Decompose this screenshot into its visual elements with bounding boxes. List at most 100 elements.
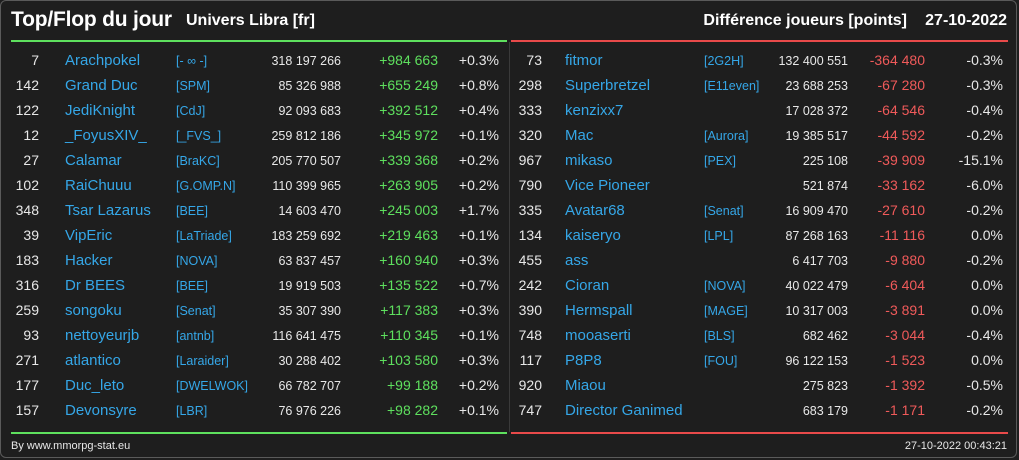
points-difference: -44 592 xyxy=(877,127,925,143)
player-rank: 117 xyxy=(519,352,542,368)
flop-panel: 73 fitmor [2G2H] 132 400 551 -364 480 -0.3% 29… xyxy=(511,40,1008,434)
player-name-link[interactable]: RaiChuuu xyxy=(65,177,132,194)
top-row: 7 Arachpokel [- ∞ -] 318 197 266 +984 663 +0.… xyxy=(11,48,507,73)
alliance-tag-link[interactable]: [Senat] xyxy=(704,204,744,218)
player-name-link[interactable]: Duc_leto xyxy=(65,377,125,394)
player-name-link[interactable]: Miaou xyxy=(565,377,606,394)
player-name-link[interactable]: Dr BEES xyxy=(65,277,126,294)
percent-change: +0.3% xyxy=(458,252,499,268)
percent-change: -0.2% xyxy=(966,127,1003,143)
percent-change: +0.2% xyxy=(458,152,499,168)
player-name-link[interactable]: mikaso xyxy=(565,152,613,169)
player-rank: 271 xyxy=(15,352,39,368)
player-name-link[interactable]: atlantico xyxy=(65,352,121,369)
alliance-tag-link[interactable]: [NOVA] xyxy=(704,279,746,293)
alliance-tag-link[interactable]: [E11even] xyxy=(704,79,760,93)
alliance-tag-link[interactable]: [2G2H] xyxy=(704,54,744,68)
points-difference: -3 891 xyxy=(885,302,925,318)
footer-credit: By www.mmorpg-stat.eu xyxy=(11,440,131,452)
alliance-tag-link[interactable]: [DWELWOK] xyxy=(176,379,248,393)
points-difference: +98 282 xyxy=(387,402,438,418)
alliance-tag-link[interactable]: [G.OMP.N] xyxy=(176,179,236,193)
alliance-tag-link[interactable]: [CdJ] xyxy=(176,104,206,118)
player-name-link[interactable]: kenzixx7 xyxy=(565,102,624,119)
player-name-link[interactable]: Mac xyxy=(565,127,594,144)
flop-row: 117 P8P8 [FOU] 96 122 153 -1 523 0.0% xyxy=(511,348,1008,373)
player-name-link[interactable]: fitmor xyxy=(565,52,603,69)
player-rank: 93 xyxy=(23,327,39,343)
top-row: 122 JediKnight [CdJ] 92 093 683 +392 512 +0.4… xyxy=(11,98,507,123)
alliance-tag-link[interactable]: [PEX] xyxy=(704,154,736,168)
alliance-tag-link[interactable]: [Senat] xyxy=(176,304,216,318)
player-name-link[interactable]: Devonsyre xyxy=(65,402,137,419)
player-points: 205 770 507 xyxy=(271,154,341,168)
alliance-tag-link[interactable]: [SPM] xyxy=(176,79,211,93)
player-points: 23 688 253 xyxy=(785,79,848,93)
player-name-link[interactable]: ass xyxy=(565,252,589,269)
points-difference: -39 909 xyxy=(877,152,925,168)
header: Top/Flop du jour Univers Libra [fr] Diff… xyxy=(0,0,1019,40)
player-points: 96 122 153 xyxy=(785,354,848,368)
player-points: 40 022 479 xyxy=(785,279,848,293)
player-points: 116 641 475 xyxy=(272,329,341,343)
flop-row: 242 Cioran [NOVA] 40 022 479 -6 404 0.0% xyxy=(511,273,1008,298)
player-name-link[interactable]: Vice Pioneer xyxy=(565,177,650,194)
alliance-tag-link[interactable]: [LaTriade] xyxy=(176,229,232,243)
player-name-link[interactable]: Hacker xyxy=(65,252,113,269)
points-difference: -9 880 xyxy=(885,252,925,268)
alliance-tag-link[interactable]: [_FVS_] xyxy=(176,129,222,143)
player-name-link[interactable]: P8P8 xyxy=(565,352,602,369)
percent-change: -0.3% xyxy=(966,77,1003,93)
alliance-tag-link[interactable]: [Laraider] xyxy=(176,354,229,368)
header-date: 27-10-2022 xyxy=(925,12,1007,29)
player-points: 92 093 683 xyxy=(278,104,341,118)
player-name-link[interactable]: Tsar Lazarus xyxy=(65,202,151,219)
player-points: 183 259 692 xyxy=(271,229,341,243)
flop-row: 967 mikaso [PEX] 225 108 -39 909 -15.1% xyxy=(511,148,1008,173)
alliance-tag-link[interactable]: [MAGE] xyxy=(704,304,748,318)
top-row: 183 Hacker [NOVA] 63 837 457 +160 940 +0.3% xyxy=(11,248,507,273)
alliance-tag-link[interactable]: [Aurora] xyxy=(704,129,749,143)
percent-change: +0.1% xyxy=(458,227,499,243)
player-name-link[interactable]: songoku xyxy=(65,302,122,319)
player-name-link[interactable]: VipEric xyxy=(65,227,113,244)
player-name-link[interactable]: Director Ganimed xyxy=(565,402,683,419)
alliance-tag-link[interactable]: [BEE] xyxy=(176,204,208,218)
alliance-tag-link[interactable]: [BLS] xyxy=(704,329,735,343)
player-points: 76 976 226 xyxy=(278,404,341,418)
player-name-link[interactable]: Avatar68 xyxy=(565,202,625,219)
percent-change: 0.0% xyxy=(971,277,1003,293)
player-name-link[interactable]: nettoyeurjb xyxy=(65,327,140,344)
flop-row: 333 kenzixx7 17 028 372 -64 546 -0.4% xyxy=(511,98,1008,123)
points-difference: +110 345 xyxy=(380,327,438,343)
alliance-tag-link[interactable]: [- ∞ -] xyxy=(176,54,208,68)
percent-change: +0.4% xyxy=(458,102,499,118)
player-rank: 920 xyxy=(518,377,542,393)
player-name-link[interactable]: Calamar xyxy=(65,152,122,169)
alliance-tag-link[interactable]: [LPL] xyxy=(704,229,734,243)
player-points: 521 874 xyxy=(802,179,848,193)
alliance-tag-link[interactable]: [FOU] xyxy=(704,354,738,368)
alliance-tag-link[interactable]: [BEE] xyxy=(176,279,208,293)
points-difference: +339 368 xyxy=(379,152,438,168)
alliance-tag-link[interactable]: [BraKC] xyxy=(176,154,220,168)
player-name-link[interactable]: Arachpokel xyxy=(65,52,141,69)
player-name-link[interactable]: mooaserti xyxy=(565,327,631,344)
player-name-link[interactable]: Superbretzel xyxy=(565,77,651,94)
player-rank: 12 xyxy=(23,127,39,143)
player-name-link[interactable]: JediKnight xyxy=(65,102,136,119)
top-row: 39 VipEric [LaTriade] 183 259 692 +219 463 +0… xyxy=(11,223,507,248)
player-rank: 242 xyxy=(518,277,542,293)
percent-change: -0.5% xyxy=(966,377,1003,393)
top-row: 177 Duc_leto [DWELWOK] 66 782 707 +99 188 +0.… xyxy=(11,373,507,398)
player-name-link[interactable]: Grand Duc xyxy=(65,77,138,94)
alliance-tag-link[interactable]: [antnb] xyxy=(176,329,215,343)
player-name-link[interactable]: _FoyusXIV_ xyxy=(65,127,147,144)
player-name-link[interactable]: kaiseryo xyxy=(565,227,621,244)
player-name-link[interactable]: Cioran xyxy=(565,277,610,294)
alliance-tag-link[interactable]: [LBR] xyxy=(176,404,208,418)
player-name-link[interactable]: Hermspall xyxy=(565,302,633,319)
player-points: 132 400 551 xyxy=(778,54,848,68)
alliance-tag-link[interactable]: [NOVA] xyxy=(176,254,218,268)
